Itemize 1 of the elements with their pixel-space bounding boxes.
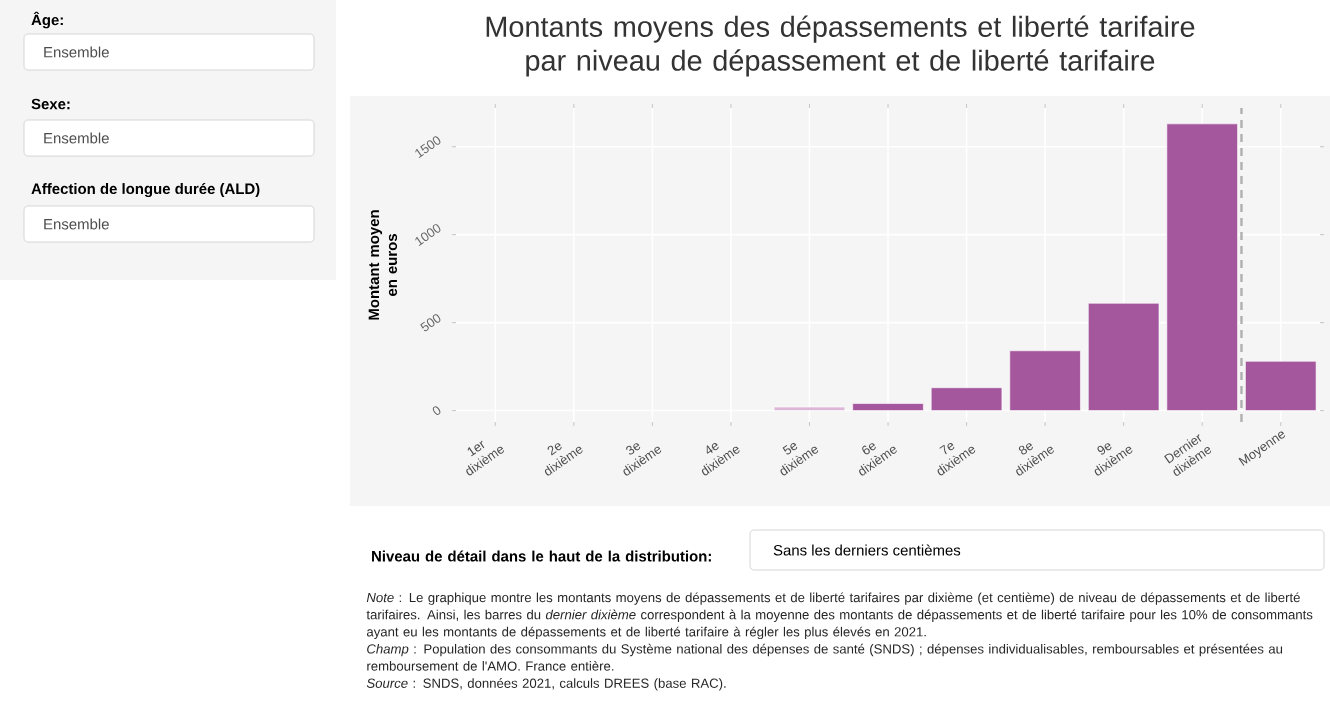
chart-title: Montants moyens des dépassements et liberté tarifaire par niveau de dépassement et de liberté tarifaire [486,15,1195,77]
